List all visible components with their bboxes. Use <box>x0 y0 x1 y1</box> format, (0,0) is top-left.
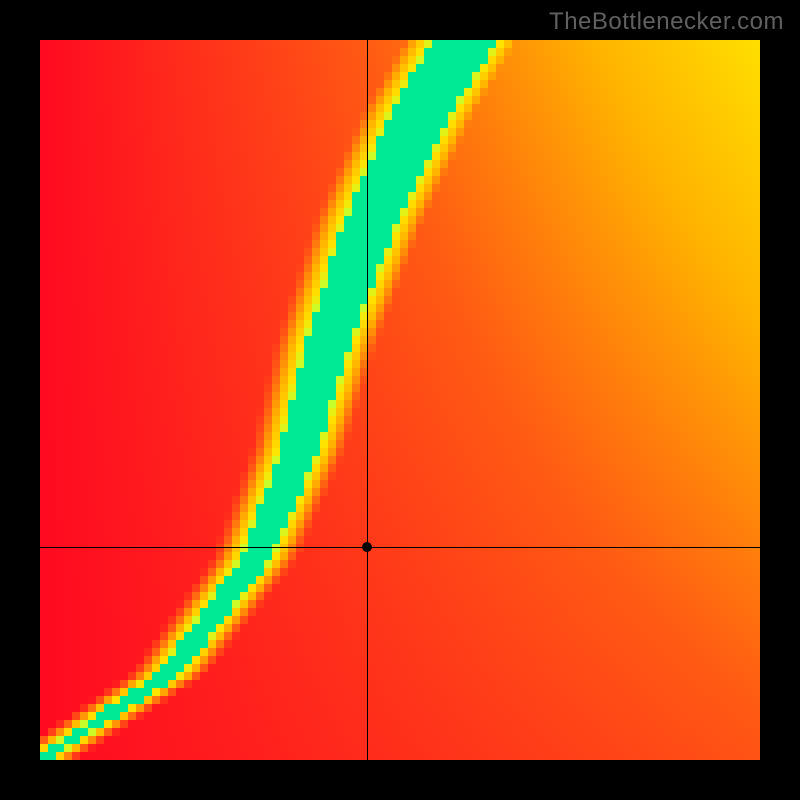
plot-area <box>40 40 760 760</box>
heatmap-canvas <box>40 40 760 760</box>
chart-container: TheBottlenecker.com <box>0 0 800 800</box>
crosshair-horizontal <box>40 547 760 548</box>
watermark-label: TheBottlenecker.com <box>549 8 784 36</box>
crosshair-marker <box>362 542 372 552</box>
crosshair-vertical <box>367 40 368 760</box>
